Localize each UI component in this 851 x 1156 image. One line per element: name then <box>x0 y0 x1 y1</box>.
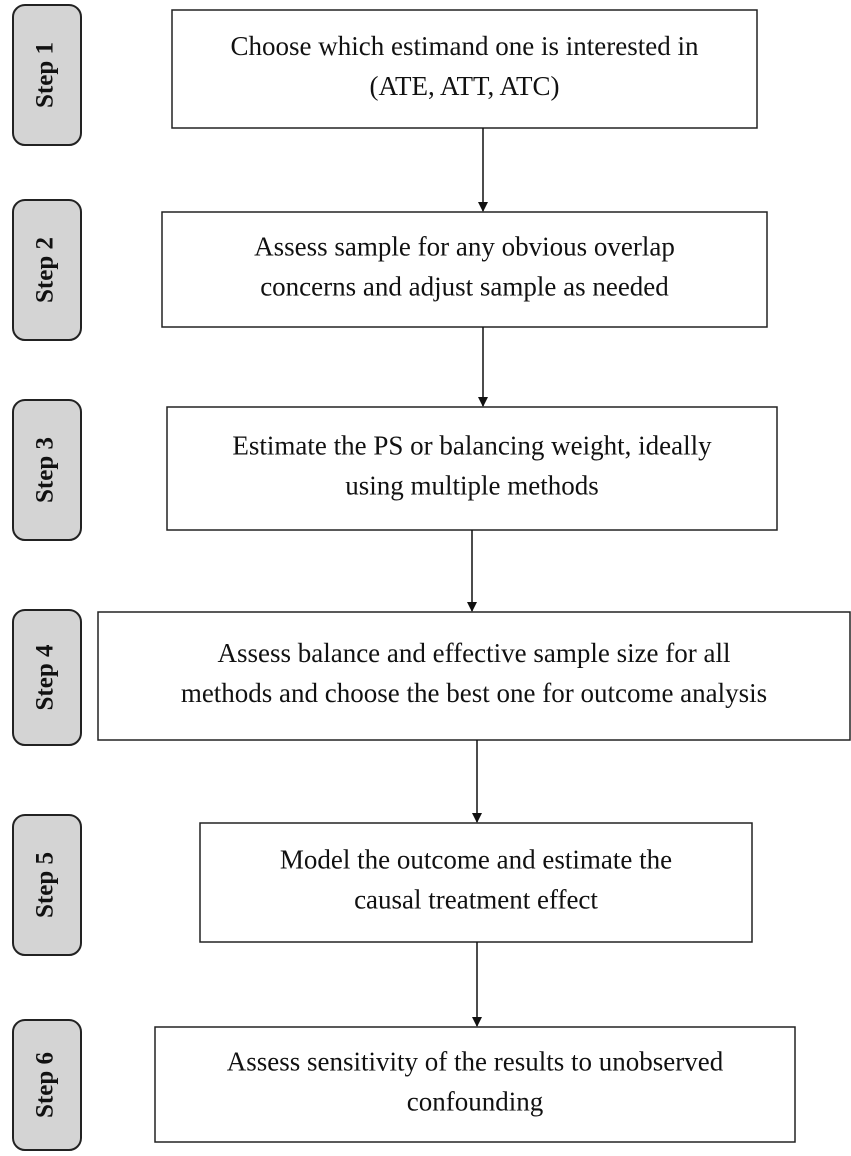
step-text: Assess sensitivity of the results to uno… <box>227 1047 724 1077</box>
step-label: Step 3 <box>32 437 59 503</box>
step-tab <box>12 1019 82 1151</box>
step-text: (ATE, ATT, ATC) <box>370 71 560 101</box>
step-tab <box>12 399 82 541</box>
step-box <box>97 611 851 741</box>
step-tab <box>12 199 82 341</box>
step-tab <box>12 609 82 746</box>
step-box <box>161 211 768 328</box>
step-label: Step 4 <box>32 644 59 710</box>
step-text: Assess balance and effective sample size… <box>217 638 730 668</box>
step-label: Step 2 <box>32 237 59 303</box>
step-text: confounding <box>407 1087 543 1117</box>
step-box <box>171 9 758 129</box>
step-text: methods and choose the best one for outc… <box>181 678 767 708</box>
step-box <box>199 822 753 943</box>
step-label: Step 6 <box>32 1052 59 1118</box>
step-text: concerns and adjust sample as needed <box>260 272 669 302</box>
step-text: using multiple methods <box>345 471 599 501</box>
step-label: Step 1 <box>32 42 59 108</box>
step-text: Assess sample for any obvious overlap <box>254 232 675 262</box>
step-tab <box>12 814 82 956</box>
step-label: Step 5 <box>32 852 59 918</box>
step-box <box>166 406 778 531</box>
step-box <box>154 1026 796 1143</box>
step-text: Model the outcome and estimate the <box>280 845 672 875</box>
step-text: Estimate the PS or balancing weight, ide… <box>232 431 712 461</box>
step-text: causal treatment effect <box>354 885 598 915</box>
step-tab <box>12 4 82 146</box>
step-text: Choose which estimand one is interested … <box>231 31 699 61</box>
